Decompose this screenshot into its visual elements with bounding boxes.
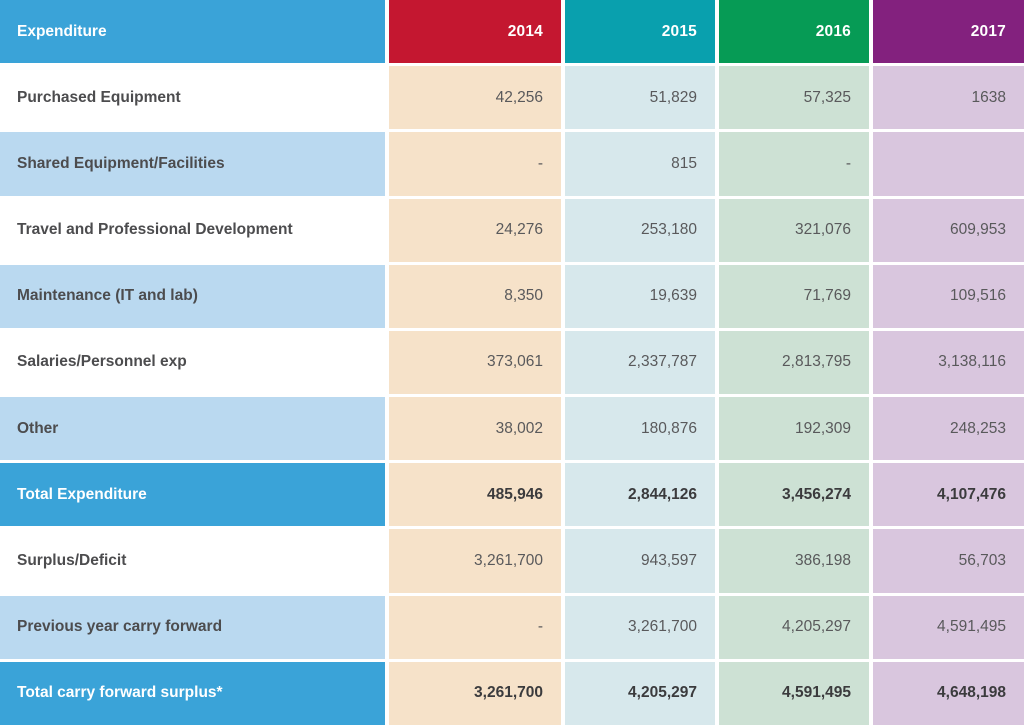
cell-value-total: 4,648,198	[873, 661, 1024, 725]
cell-value: 248,253	[873, 397, 1024, 461]
cell-value: 3,138,116	[873, 330, 1024, 395]
cell-value: 2,337,787	[565, 330, 715, 395]
row-label: Maintenance (IT and lab)	[0, 264, 385, 328]
cell-value-total: 485,946	[389, 463, 561, 527]
cell-value: 56,703	[873, 529, 1024, 593]
cell-value: 71,769	[719, 264, 869, 328]
row-label: Purchased Equipment	[0, 66, 385, 130]
cell-value: 609,953	[873, 198, 1024, 262]
cell-value-total: 2,844,126	[565, 463, 715, 527]
row-label: Surplus/Deficit	[0, 529, 385, 593]
cell-value: 38,002	[389, 397, 561, 461]
cell-value: 815	[565, 132, 715, 196]
cell-value: 109,516	[873, 264, 1024, 328]
cell-value-total: 4,107,476	[873, 463, 1024, 527]
cell-value: -	[389, 595, 561, 659]
cell-value: 42,256	[389, 66, 561, 130]
header-year-2016: 2016	[719, 0, 869, 64]
cell-value: 51,829	[565, 66, 715, 130]
cell-value: 19,639	[565, 264, 715, 328]
cell-value: 1638	[873, 66, 1024, 130]
row-label: Salaries/Personnel exp	[0, 330, 385, 395]
cell-value-total: 3,261,700	[389, 661, 561, 725]
row-label: Shared Equipment/Facilities	[0, 132, 385, 196]
cell-value: 253,180	[565, 198, 715, 262]
row-label: Travel and Professional Development	[0, 198, 385, 262]
cell-value: 386,198	[719, 529, 869, 593]
cell-value: 192,309	[719, 397, 869, 461]
cell-value	[873, 132, 1024, 196]
row-label-total-carry-forward: Total carry forward surplus*	[0, 661, 385, 725]
cell-value: 8,350	[389, 264, 561, 328]
cell-value-total: 4,205,297	[565, 661, 715, 725]
row-label: Other	[0, 397, 385, 461]
cell-value: 3,261,700	[565, 595, 715, 659]
cell-value: 943,597	[565, 529, 715, 593]
cell-value: 24,276	[389, 198, 561, 262]
header-year-2017: 2017	[873, 0, 1024, 64]
cell-value: 57,325	[719, 66, 869, 130]
cell-value: 4,205,297	[719, 595, 869, 659]
cell-value: 373,061	[389, 330, 561, 395]
cell-value: 4,591,495	[873, 595, 1024, 659]
cell-value: 3,261,700	[389, 529, 561, 593]
cell-value-total: 4,591,495	[719, 661, 869, 725]
cell-value: -	[719, 132, 869, 196]
header-expenditure: Expenditure	[0, 0, 385, 64]
cell-value-total: 3,456,274	[719, 463, 869, 527]
cell-value: 180,876	[565, 397, 715, 461]
header-year-2014: 2014	[389, 0, 561, 64]
cell-value: 321,076	[719, 198, 869, 262]
row-label: Previous year carry forward	[0, 595, 385, 659]
cell-value: -	[389, 132, 561, 196]
header-year-2015: 2015	[565, 0, 715, 64]
cell-value: 2,813,795	[719, 330, 869, 395]
row-label-total-expenditure: Total Expenditure	[0, 463, 385, 527]
